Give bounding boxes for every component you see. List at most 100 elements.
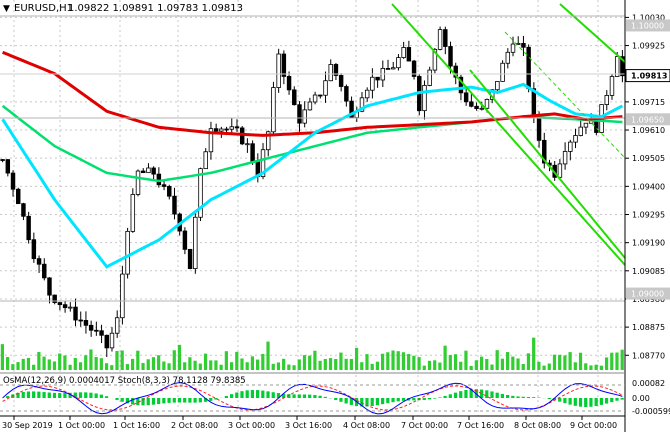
- osma-bar: [240, 391, 244, 398]
- osma-bar: [344, 398, 348, 404]
- candle-body: [286, 76, 292, 91]
- candle-body: [422, 85, 427, 112]
- osma-bar: [245, 390, 249, 398]
- volume-bar: [511, 356, 515, 370]
- osma-bar: [21, 391, 25, 398]
- level-price-tags: 1.10000 1.09813 1.09650 1.09000: [625, 19, 670, 300]
- volume-bar: [297, 359, 301, 370]
- candle-body: [432, 48, 438, 71]
- channel-top-line[interactable]: [559, 3, 626, 63]
- osma-bar: [620, 398, 624, 400]
- osma-bar: [203, 398, 208, 402]
- volume-bar: [328, 358, 333, 370]
- candle-body: [338, 75, 344, 87]
- osma-bar: [271, 392, 275, 398]
- volume-bar: [438, 362, 442, 370]
- time-axis[interactable]: 30 Sep 2019 1 Oct 00:00 1 Oct 16:00 2 Oct 0…: [2, 416, 617, 430]
- volume-bar: [594, 364, 598, 370]
- volume-bar: [229, 362, 234, 370]
- candle-body: [557, 163, 563, 178]
- channel-upper-line[interactable]: [391, 3, 626, 266]
- volume-bar: [532, 337, 536, 370]
- volume-bar: [0, 344, 5, 370]
- volume-bar: [162, 361, 166, 370]
- volume-bar: [381, 353, 385, 370]
- osma-bar: [224, 396, 228, 398]
- volume-bar: [203, 353, 208, 370]
- osma-bar: [188, 398, 192, 403]
- osma-bar: [464, 390, 468, 398]
- candle-body: [510, 43, 516, 53]
- candle-body: [73, 306, 78, 321]
- osma-bar: [172, 398, 176, 403]
- volume-bar: [433, 360, 437, 370]
- candle-body: [276, 53, 281, 88]
- candle-body: [411, 60, 417, 77]
- candle-body: [500, 62, 505, 82]
- price-tick-label: 1.09085: [632, 267, 665, 276]
- indicator-panel[interactable]: [0, 382, 625, 415]
- osma-bar: [558, 398, 562, 402]
- candle-body: [453, 65, 458, 78]
- candle-body: [458, 76, 464, 94]
- volume-bar: [287, 364, 291, 370]
- volume-bar: [84, 355, 88, 370]
- channel-mid-dashed-line[interactable]: [504, 31, 626, 159]
- volume-bar: [214, 360, 218, 370]
- candle-body: [474, 105, 479, 110]
- osma-bar: [37, 391, 41, 398]
- candle-body: [208, 128, 214, 153]
- volume-bar: [292, 365, 296, 370]
- volume-bar: [21, 358, 25, 370]
- osma-bar: [370, 398, 374, 407]
- candle-body: [573, 135, 578, 143]
- volume-bar: [276, 362, 281, 370]
- osma-bar: [125, 398, 130, 404]
- osma-bar: [578, 398, 583, 407]
- candle-body: [292, 89, 297, 106]
- osma-bar: [157, 398, 161, 405]
- candle-body: [135, 170, 141, 195]
- candle-body: [47, 277, 52, 296]
- indicator-axis: 0.00082 0.00 -0.000599: [632, 379, 670, 416]
- level-tag-box: [626, 113, 670, 126]
- candle-body: [344, 86, 349, 102]
- volume-bar: [620, 349, 624, 370]
- candle-body: [94, 329, 99, 332]
- osma-bar: [167, 398, 171, 403]
- volume-bar: [479, 356, 484, 370]
- osma-bar: [32, 391, 36, 398]
- chart-title-arrow-icon[interactable]: ▼: [3, 4, 10, 14]
- osma-bar: [589, 398, 593, 407]
- volume-bar: [386, 352, 390, 370]
- volume-bar: [558, 354, 562, 370]
- volume-bar: [464, 350, 468, 370]
- price-tick-label: 1.09190: [632, 239, 665, 248]
- candle-body: [36, 258, 42, 265]
- candle-body: [479, 107, 484, 110]
- osma-bar: [490, 391, 494, 398]
- osma-bar: [526, 396, 531, 398]
- osma-bar: [198, 398, 202, 403]
- osma-bar: [297, 394, 301, 398]
- candle-body: [443, 29, 448, 47]
- candle-body: [62, 304, 68, 309]
- osma-bar: [287, 394, 291, 398]
- price-candles: [0, 26, 625, 357]
- osma-bar: [375, 398, 380, 406]
- volume-bar: [339, 352, 343, 370]
- channel-lower-line[interactable]: [469, 69, 626, 259]
- osma-bar: [256, 390, 260, 398]
- osma-bar: [261, 390, 265, 398]
- osma-bar: [599, 398, 603, 405]
- candle-body: [109, 332, 115, 349]
- volume-bar: [188, 357, 192, 370]
- candle-body: [120, 273, 125, 319]
- volume-bar: [542, 365, 546, 370]
- volume-bar: [313, 350, 317, 370]
- candle-body: [484, 99, 490, 109]
- candle-body: [182, 230, 188, 250]
- osma-bar: [453, 392, 458, 398]
